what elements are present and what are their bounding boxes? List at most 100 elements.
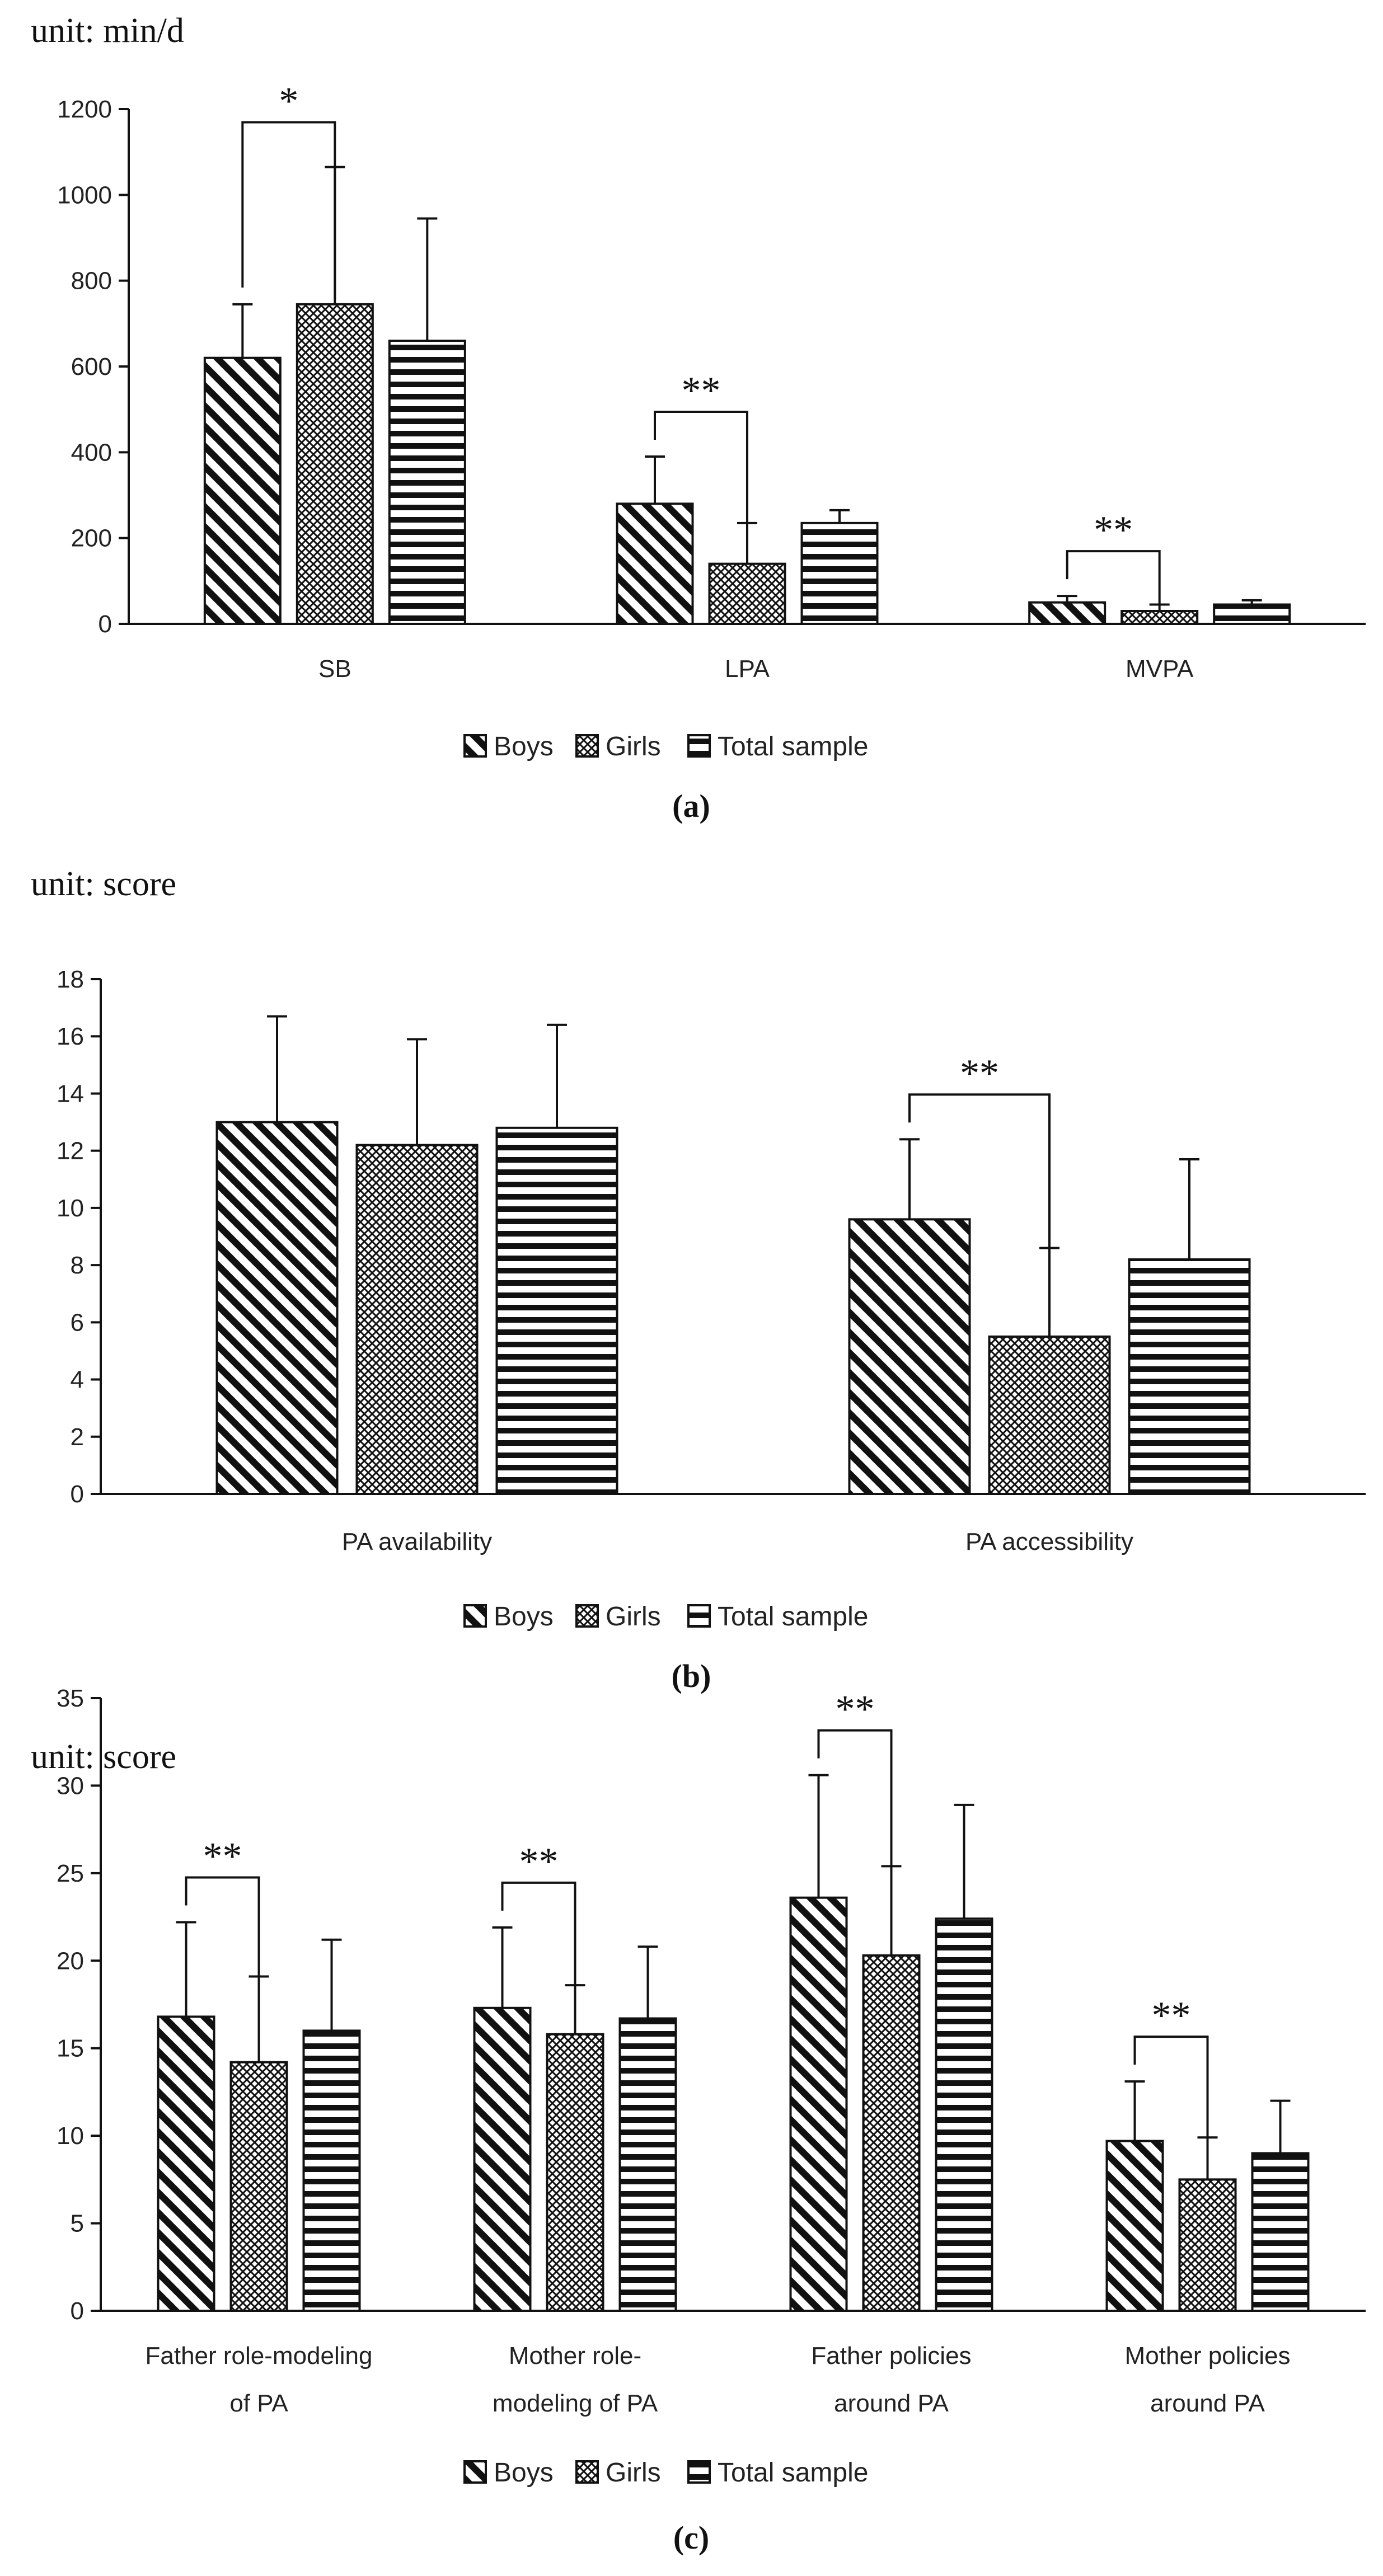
bar-total-sample xyxy=(495,1126,618,1496)
legend-label: Boys xyxy=(494,2458,554,2488)
y-tick-label: 35 xyxy=(57,1685,84,1712)
bar-girls xyxy=(988,1335,1111,1496)
y-tick-label: 15 xyxy=(57,2035,84,2062)
bar-boys xyxy=(848,1218,971,1495)
y-tick-label: 400 xyxy=(71,439,112,466)
panel-caption: (a) xyxy=(672,788,710,824)
y-tick-label: 600 xyxy=(71,353,112,380)
bar-girls xyxy=(708,562,786,626)
significance-label: ** xyxy=(682,369,721,412)
bar-total-sample xyxy=(1128,1258,1251,1496)
category-label: around PA xyxy=(834,2390,949,2417)
y-tick-label: 14 xyxy=(57,1080,84,1107)
bar-boys xyxy=(215,1121,339,1495)
bar-girls xyxy=(862,1954,921,2312)
significance-label: ** xyxy=(203,1835,242,1878)
bar-girls xyxy=(1178,2178,1237,2312)
bar-girls xyxy=(229,2061,288,2312)
category-label: modeling of PA xyxy=(493,2390,658,2417)
bar-boys xyxy=(473,2006,532,2312)
category-label: Mother policies xyxy=(1125,2342,1291,2370)
legend-label: Total sample xyxy=(718,732,868,761)
bar-total-sample xyxy=(800,521,879,625)
significance-label: ** xyxy=(960,1052,999,1095)
significance-label: ** xyxy=(1094,509,1133,552)
bar-girls xyxy=(355,1144,479,1495)
bar-boys xyxy=(1028,601,1107,625)
y-tick-label: 8 xyxy=(71,1252,84,1279)
panel-c: unit: score 0 5 10 15 20 25 30 35 Father role-mod… xyxy=(31,1685,1366,2556)
legend-label: Girls xyxy=(606,732,661,761)
legend-label: Total sample xyxy=(718,2458,868,2488)
significance-bracket xyxy=(1066,550,1161,605)
category-label: Mother role- xyxy=(509,2342,641,2370)
panel-a: unit: min/d 0 200 400 600 800 1000 1200 SB LPA MVP… xyxy=(31,12,1366,824)
y-tick-label: 800 xyxy=(71,267,112,295)
legend-swatch xyxy=(463,734,487,758)
category-label: MVPA xyxy=(1126,655,1194,683)
y-tick-label: 5 xyxy=(71,2210,84,2237)
panel-caption: (b) xyxy=(672,1658,711,1694)
significance-label: ** xyxy=(1152,1994,1191,2037)
bar-total-sample xyxy=(1251,2152,1310,2312)
y-tick-label: 1200 xyxy=(57,96,112,123)
y-tick-label: 200 xyxy=(71,525,112,552)
significance-bracket xyxy=(1133,2036,1209,2174)
y-tick-label: 0 xyxy=(71,2297,84,2325)
bar-girls xyxy=(1121,610,1199,625)
y-tick-label: 20 xyxy=(57,1947,84,1975)
legend-swatch xyxy=(687,734,711,758)
significance-label: ** xyxy=(519,1840,559,1883)
y-tick-label: 12 xyxy=(57,1137,84,1165)
significance-bracket xyxy=(908,1093,1051,1331)
category-label: PA availability xyxy=(342,1528,492,1555)
category-label: PA accessibility xyxy=(965,1528,1133,1555)
legend-label: Girls xyxy=(606,1602,661,1632)
bar-boys xyxy=(203,356,282,626)
significance-bracket xyxy=(241,121,336,299)
legend-swatch xyxy=(687,2460,711,2484)
legend-swatch xyxy=(463,1604,487,1628)
y-tick-label: 1000 xyxy=(57,181,112,209)
category-label: LPA xyxy=(725,655,770,683)
bar-total-sample xyxy=(618,2017,677,2312)
y-tick-label: 25 xyxy=(57,1860,84,1887)
legend-swatch xyxy=(575,734,599,758)
legend-swatch xyxy=(575,2460,599,2484)
y-tick-label: 4 xyxy=(71,1366,84,1394)
bar-boys xyxy=(616,502,694,625)
significance-bracket xyxy=(185,1876,260,2057)
legend-label: Girls xyxy=(606,2458,661,2488)
legend-label: Boys xyxy=(494,1602,554,1632)
legend-swatch xyxy=(575,1604,599,1628)
panel-caption: (c) xyxy=(673,2519,709,2556)
y-tick-label: 0 xyxy=(99,610,112,638)
legend-swatch xyxy=(687,1604,711,1628)
bar-girls xyxy=(296,303,374,625)
y-tick-label: 30 xyxy=(57,1772,84,1799)
legend-label: Total sample xyxy=(718,1602,868,1632)
bar-total-sample xyxy=(935,1917,993,2312)
category-label: of PA xyxy=(229,2390,288,2417)
y-tick-label: 18 xyxy=(57,966,84,993)
y-tick-label: 10 xyxy=(57,2122,84,2150)
bar-total-sample xyxy=(388,340,466,625)
category-label: Father role-modeling xyxy=(146,2342,373,2370)
bar-boys xyxy=(789,1896,848,2312)
unit-label: unit: score xyxy=(31,1738,176,1776)
bar-total-sample xyxy=(302,2029,361,2312)
unit-label: unit: score xyxy=(31,865,176,903)
y-tick-label: 16 xyxy=(57,1023,84,1050)
panel-b: unit: score 0 2 4 6 8 10 12 14 16 18 PA availabilit… xyxy=(31,865,1366,1694)
legend: Boys Girls Total sample xyxy=(463,1602,868,1632)
y-tick-label: 0 xyxy=(71,1480,84,1508)
legend-swatch xyxy=(463,2460,487,2484)
bar-boys xyxy=(157,2015,215,2312)
y-tick-label: 2 xyxy=(71,1423,84,1451)
significance-label: ** xyxy=(836,1688,875,1731)
significance-label: * xyxy=(279,80,298,123)
category-label: Father policies xyxy=(811,2342,971,2370)
y-tick-label: 10 xyxy=(57,1195,84,1222)
category-label: SB xyxy=(318,655,351,683)
legend-label: Boys xyxy=(494,732,554,761)
